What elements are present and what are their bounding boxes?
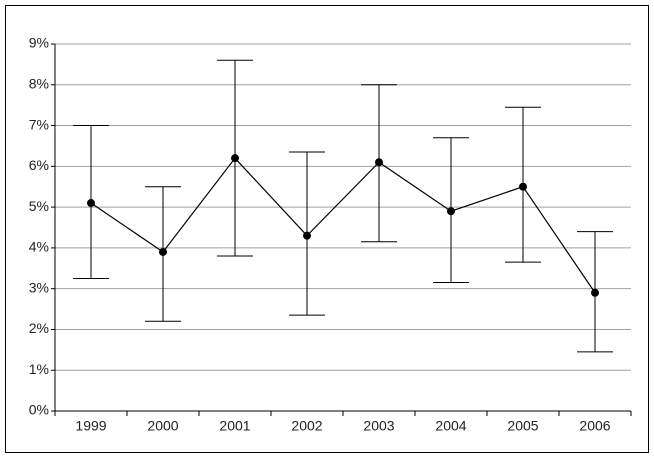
point — [231, 154, 239, 163]
line — [90, 157, 596, 294]
y-tick-label: 6% — [29, 157, 49, 173]
y-tick-label: 4% — [29, 239, 49, 255]
y-tick-label: 8% — [29, 75, 49, 91]
y-tick-label: 2% — [29, 320, 49, 336]
chart-border — [5, 5, 649, 453]
point — [159, 247, 167, 256]
y-tick-label: 0% — [29, 402, 49, 418]
point — [87, 199, 95, 208]
x-tick-label: 1999 — [75, 418, 106, 434]
x-tick-label: 2001 — [219, 418, 250, 434]
y-tick-label: 7% — [29, 116, 49, 132]
point — [303, 231, 311, 240]
y-tick-label: 3% — [29, 279, 49, 295]
x-tick-label: 2000 — [147, 418, 178, 434]
y-tick-label: 1% — [29, 361, 49, 377]
point — [519, 182, 527, 191]
x-tick-label: 2002 — [291, 418, 322, 434]
y-tick-label: 5% — [29, 198, 49, 214]
y-tick-label: 9% — [29, 35, 49, 51]
point — [447, 207, 455, 216]
x-tick-label: 2003 — [363, 418, 394, 434]
x-tick-label: 2006 — [579, 418, 610, 434]
point — [375, 158, 383, 167]
x-tick-label: 2004 — [435, 418, 466, 434]
point — [591, 288, 599, 297]
x-tick-label: 2005 — [507, 418, 538, 434]
